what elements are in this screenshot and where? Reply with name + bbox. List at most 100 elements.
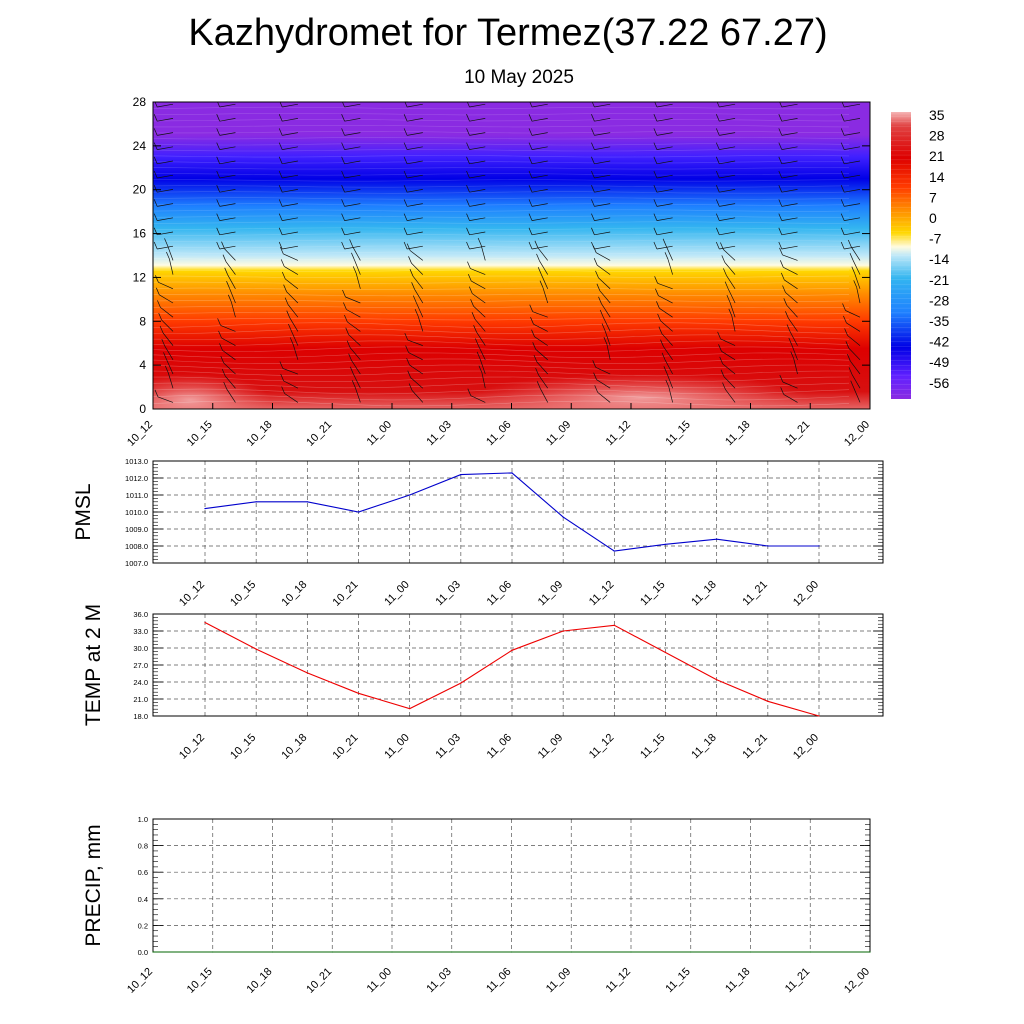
wind-barb-flag	[778, 213, 783, 221]
wind-barb-flag	[155, 287, 160, 295]
wind-barb	[539, 388, 549, 403]
wind-barb	[407, 245, 423, 250]
contour-line	[153, 209, 850, 212]
wind-barb	[594, 189, 611, 193]
wind-barb	[282, 245, 298, 250]
wind-barb	[411, 390, 424, 403]
wind-barb	[663, 346, 673, 361]
wind-barb	[594, 118, 611, 122]
wind-barb-flag	[153, 170, 158, 179]
y-tick-label: 27.0	[133, 661, 148, 670]
wind-barb	[219, 174, 236, 179]
wind-barb	[847, 335, 861, 346]
wind-barb-flag	[278, 142, 283, 150]
wind-barb	[657, 282, 673, 290]
wind-barb	[656, 174, 673, 179]
contour-line	[153, 322, 850, 328]
series-point	[306, 501, 308, 503]
wind-barb-flag	[466, 227, 470, 235]
wind-barb	[415, 302, 424, 318]
x-tick-label: 12_00	[791, 732, 821, 762]
wind-barb	[222, 350, 236, 361]
contour-line	[153, 382, 850, 389]
wind-barb-flag	[406, 357, 410, 366]
wind-barb	[407, 217, 423, 221]
contour-line	[153, 179, 850, 182]
wind-barb	[594, 146, 611, 150]
wind-barb	[219, 118, 236, 122]
x-tick-label: 11_21	[740, 732, 770, 762]
wind-barb-flag	[719, 356, 724, 365]
wind-barb-flag	[280, 373, 285, 382]
wind-barb	[729, 301, 736, 318]
wind-barb	[157, 396, 174, 403]
wind-barb	[282, 231, 298, 236]
wind-barb	[531, 103, 548, 108]
wind-barb-flag	[153, 156, 158, 164]
wind-barb	[282, 189, 298, 193]
wind-barb-flag	[779, 247, 783, 256]
wind-barb	[347, 321, 361, 332]
wind-barb-flag	[468, 286, 473, 294]
wind-barb	[348, 334, 361, 346]
x-tick-label: 11_00	[365, 966, 395, 996]
heatmap-field	[153, 102, 870, 409]
wind-barb-flag	[153, 199, 158, 207]
wind-barb-flag	[721, 255, 726, 263]
wind-barb	[473, 306, 486, 318]
wind-barb	[474, 318, 486, 332]
wind-barb	[659, 308, 673, 318]
wind-barb	[158, 281, 174, 290]
wind-barb-flag	[530, 317, 534, 325]
series-point	[255, 501, 257, 503]
wind-barb-flag	[780, 387, 785, 395]
wind-barb	[656, 132, 673, 136]
contour-line	[153, 227, 850, 230]
wind-barb-flag	[778, 227, 783, 235]
wind-barb	[407, 103, 423, 108]
contour-line	[153, 394, 850, 401]
wind-barb-flag	[528, 156, 533, 164]
wind-barb-flag	[778, 128, 783, 136]
wind-barb-flag	[653, 185, 658, 193]
wind-barb	[412, 275, 424, 290]
wind-barb	[602, 316, 611, 332]
wind-barb	[599, 290, 611, 304]
wind-barb	[783, 266, 798, 275]
wind-barb	[656, 203, 673, 207]
wind-barb-flag	[780, 272, 785, 281]
wind-barb-flag	[591, 102, 595, 108]
wind-barb-flag	[657, 313, 661, 322]
y-tick-label: 0.0	[138, 948, 148, 957]
wind-barb-flag	[591, 199, 595, 207]
series-point	[255, 648, 257, 650]
wind-barb	[477, 345, 486, 360]
contour-line	[153, 263, 850, 266]
series-point	[716, 538, 718, 540]
x-tick-label: 11_18	[723, 966, 753, 996]
wind-barb-flag	[216, 128, 221, 136]
wind-barb	[345, 296, 361, 304]
wind-barb	[781, 245, 798, 250]
wind-barb-flag	[224, 267, 229, 275]
heatmap-x-tick-label: 11_06	[484, 419, 514, 449]
wind-barb	[226, 388, 236, 403]
wind-barb-flag	[594, 385, 599, 393]
y-tick-label: 1010.0	[125, 508, 148, 517]
wind-barb	[844, 217, 861, 221]
wind-barb-flag	[653, 213, 658, 221]
wind-barb	[782, 254, 798, 261]
heatmap-y-tick-label: 24	[133, 139, 147, 153]
wind-barb-flag	[407, 370, 412, 378]
wind-barb-flag	[227, 294, 232, 302]
wind-barb	[719, 189, 736, 193]
chart-subtitle: 10 May 2025	[464, 67, 574, 88]
wind-barb-flag	[591, 114, 595, 122]
wind-barb-flag	[535, 367, 539, 376]
wind-barb-flag	[528, 170, 533, 179]
wind-barb-flag	[403, 213, 408, 221]
wind-barb	[723, 376, 736, 389]
wind-barb-flag	[536, 253, 540, 262]
series-point	[767, 700, 769, 702]
colorbar-label: 21	[929, 148, 945, 164]
